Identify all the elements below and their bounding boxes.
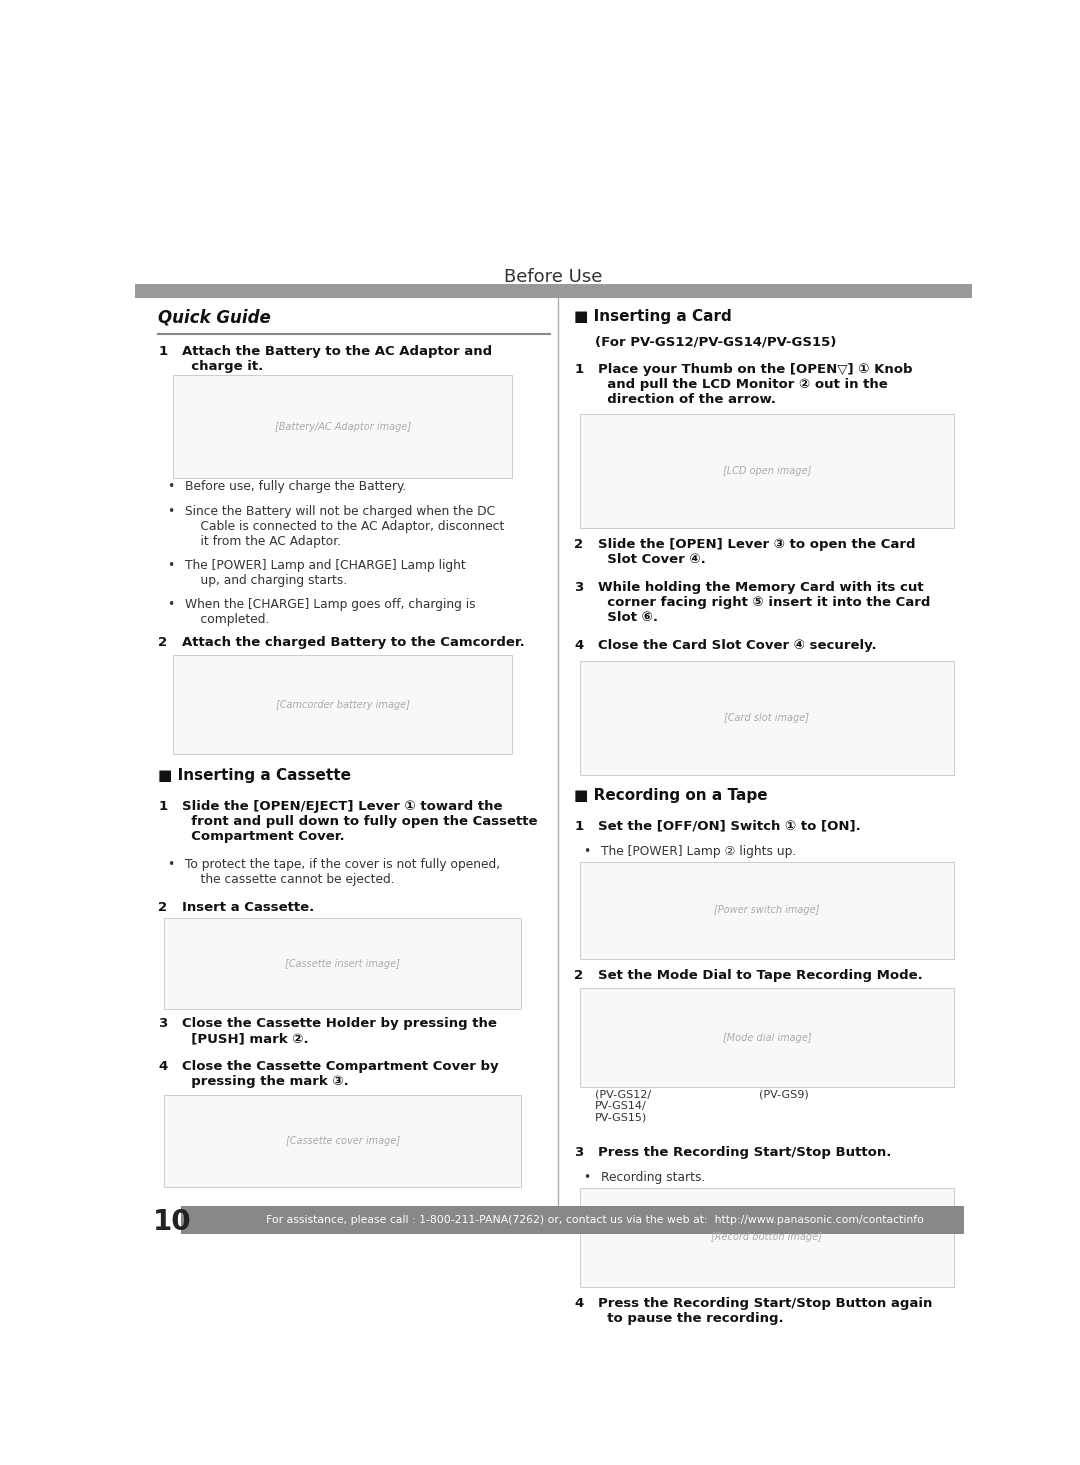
Text: 1: 1 [575, 363, 583, 377]
Text: While holding the Memory Card with its cut
  corner facing right ⑤ insert it int: While holding the Memory Card with its c… [598, 580, 930, 624]
Text: •: • [583, 845, 590, 857]
Text: 4: 4 [575, 1297, 583, 1310]
Text: [Battery/AC Adaptor image]: [Battery/AC Adaptor image] [274, 422, 410, 432]
FancyBboxPatch shape [173, 375, 513, 478]
Text: (PV-GS12/
PV-GS14/
PV-GS15): (PV-GS12/ PV-GS14/ PV-GS15) [595, 1090, 651, 1122]
Text: The [POWER] Lamp and [CHARGE] Lamp light
    up, and charging starts.: The [POWER] Lamp and [CHARGE] Lamp light… [186, 560, 465, 587]
Text: Since the Battery will not be charged when the DC
    Cable is connected to the : Since the Battery will not be charged wh… [186, 505, 504, 548]
Text: Recording starts.: Recording starts. [602, 1171, 705, 1184]
Text: •: • [166, 481, 174, 494]
FancyBboxPatch shape [580, 413, 954, 527]
FancyBboxPatch shape [181, 1206, 963, 1234]
Text: Press the Recording Start/Stop Button again
  to pause the recording.: Press the Recording Start/Stop Button ag… [598, 1297, 932, 1324]
Text: [Card slot image]: [Card slot image] [725, 713, 809, 722]
FancyBboxPatch shape [173, 655, 513, 754]
Text: ■ Inserting a Cassette: ■ Inserting a Cassette [159, 768, 351, 782]
Text: •: • [166, 598, 174, 611]
Text: 2: 2 [575, 968, 583, 982]
FancyBboxPatch shape [135, 284, 972, 297]
Text: 4: 4 [159, 1061, 167, 1074]
Text: Set the Mode Dial to Tape Recording Mode.: Set the Mode Dial to Tape Recording Mode… [598, 968, 922, 982]
FancyBboxPatch shape [580, 987, 954, 1087]
Text: •: • [166, 560, 174, 573]
Text: 3: 3 [159, 1017, 167, 1030]
Text: (For PV-GS12/PV-GS14/PV-GS15): (For PV-GS12/PV-GS14/PV-GS15) [595, 335, 837, 349]
Text: 2: 2 [159, 901, 167, 914]
Text: 1: 1 [575, 820, 583, 834]
Text: Place your Thumb on the [OPEN▽] ① Knob
  and pull the LCD Monitor ② out in the
 : Place your Thumb on the [OPEN▽] ① Knob a… [598, 363, 913, 406]
Text: Close the Cassette Compartment Cover by
  pressing the mark ③.: Close the Cassette Compartment Cover by … [181, 1061, 499, 1088]
Text: Quick Guide: Quick Guide [159, 309, 271, 327]
Text: To protect the tape, if the cover is not fully opened,
    the cassette cannot b: To protect the tape, if the cover is not… [186, 858, 500, 886]
Text: 1: 1 [159, 344, 167, 357]
Text: Insert a Cassette.: Insert a Cassette. [181, 901, 314, 914]
FancyBboxPatch shape [580, 661, 954, 775]
Text: Before use, fully charge the Battery.: Before use, fully charge the Battery. [186, 481, 406, 494]
Text: [Camcorder battery image]: [Camcorder battery image] [275, 700, 409, 711]
Text: [Cassette insert image]: [Cassette insert image] [285, 958, 400, 968]
Text: [Mode dial image]: [Mode dial image] [723, 1033, 811, 1043]
Text: ■ Inserting a Card: ■ Inserting a Card [575, 309, 732, 324]
Text: Slide the [OPEN] Lever ③ to open the Card
  Slot Cover ④.: Slide the [OPEN] Lever ③ to open the Car… [598, 538, 916, 565]
Text: Attach the Battery to the AC Adaptor and
  charge it.: Attach the Battery to the AC Adaptor and… [181, 344, 492, 374]
Text: Slide the [OPEN/EJECT] Lever ① toward the
  front and pull down to fully open th: Slide the [OPEN/EJECT] Lever ① toward th… [181, 800, 538, 842]
Text: For assistance, please call : 1-800-211-PANA(7262) or, contact us via the web at: For assistance, please call : 1-800-211-… [267, 1214, 924, 1225]
Text: Press the Recording Start/Stop Button.: Press the Recording Start/Stop Button. [598, 1146, 891, 1159]
Text: 1: 1 [159, 800, 167, 813]
Text: Close the Cassette Holder by pressing the
  [PUSH] mark ②.: Close the Cassette Holder by pressing th… [181, 1017, 497, 1046]
FancyBboxPatch shape [164, 919, 521, 1009]
Text: •: • [166, 505, 174, 519]
Text: [Record button image]: [Record button image] [712, 1232, 822, 1242]
Text: •: • [166, 858, 174, 872]
FancyBboxPatch shape [580, 861, 954, 958]
Text: 10: 10 [153, 1207, 192, 1235]
Text: The [POWER] Lamp ② lights up.: The [POWER] Lamp ② lights up. [602, 845, 796, 857]
Text: 3: 3 [575, 1146, 583, 1159]
Text: (PV-GS9): (PV-GS9) [758, 1090, 808, 1100]
Text: •: • [583, 1171, 590, 1184]
Text: Set the [OFF/ON] Switch ① to [ON].: Set the [OFF/ON] Switch ① to [ON]. [598, 820, 861, 834]
FancyBboxPatch shape [580, 1188, 954, 1286]
Text: [LCD open image]: [LCD open image] [723, 466, 811, 476]
Text: [Cassette cover image]: [Cassette cover image] [285, 1135, 400, 1146]
Text: 2: 2 [159, 636, 167, 649]
Text: 3: 3 [575, 580, 583, 593]
Text: Attach the charged Battery to the Camcorder.: Attach the charged Battery to the Camcor… [181, 636, 525, 649]
Text: [Power switch image]: [Power switch image] [714, 905, 820, 916]
Text: 4: 4 [575, 639, 583, 652]
Text: 2: 2 [575, 538, 583, 551]
Text: ■ Recording on a Tape: ■ Recording on a Tape [575, 788, 768, 803]
Text: Close the Card Slot Cover ④ securely.: Close the Card Slot Cover ④ securely. [598, 639, 877, 652]
Text: When the [CHARGE] Lamp goes off, charging is
    completed.: When the [CHARGE] Lamp goes off, chargin… [186, 598, 476, 626]
FancyBboxPatch shape [164, 1096, 521, 1187]
Text: Before Use: Before Use [504, 268, 603, 286]
